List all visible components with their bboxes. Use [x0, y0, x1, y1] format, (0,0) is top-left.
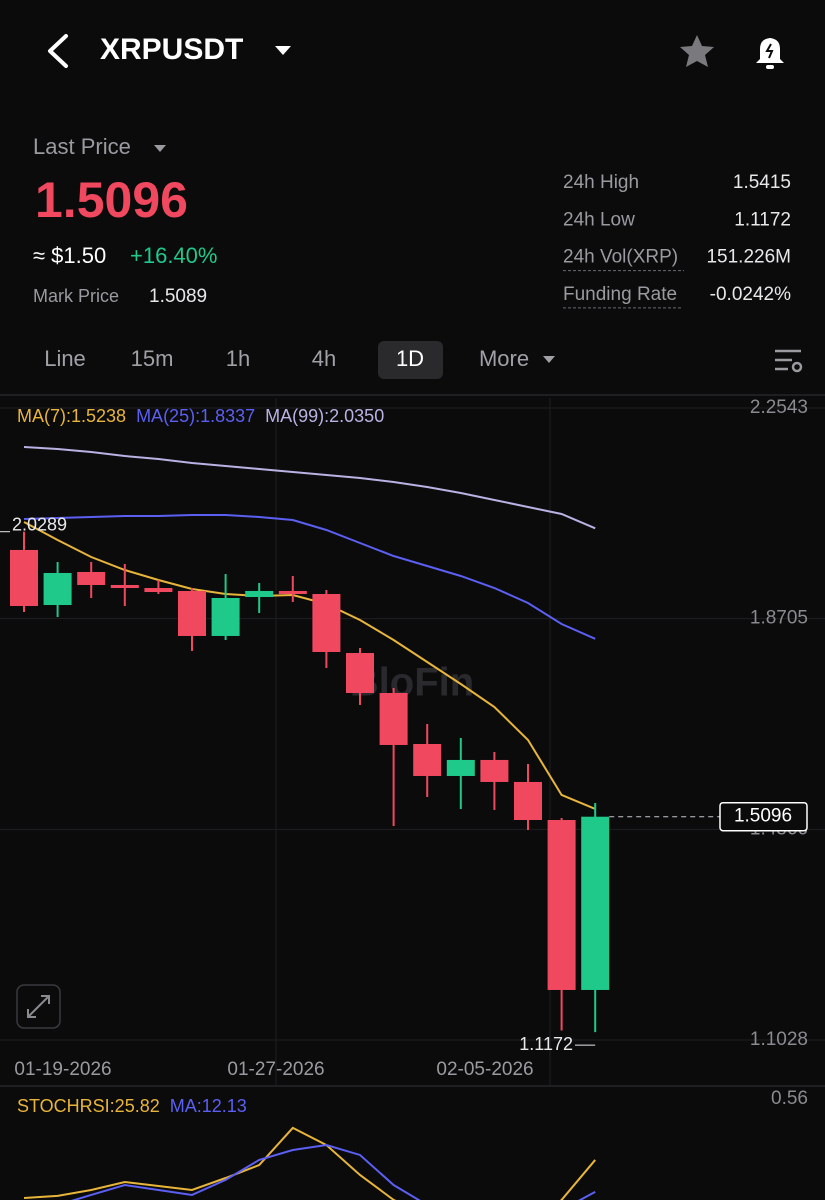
candle-body: [581, 816, 610, 990]
ma-line: [23, 514, 596, 640]
candle-body: [10, 549, 38, 607]
candle-body: [178, 590, 206, 636]
candle-body: [110, 584, 139, 589]
interval-tab[interactable]: 1h: [226, 346, 250, 371]
candle-body: [312, 593, 341, 653]
candle-body: [446, 759, 475, 776]
x-tick-label: 01-27-2026: [227, 1059, 324, 1080]
x-tick-label: 02-05-2026: [436, 1059, 533, 1080]
max-label: 2.0289: [12, 514, 67, 534]
legend-entry: MA(7):1.5238: [17, 406, 126, 426]
indicator-legend: STOCHRSI:25.82: [17, 1096, 160, 1116]
indicator-axis-label: 0.56: [771, 1088, 808, 1109]
plot: [10, 446, 610, 1033]
symbol-dropdown[interactable]: [275, 46, 291, 55]
candle-body: [514, 781, 542, 821]
fullscreen-button[interactable]: [16, 984, 61, 1029]
interval-tab[interactable]: 1D: [396, 346, 424, 371]
legend-entry: MA(99):2.0350: [265, 406, 384, 426]
candle-body: [346, 652, 374, 694]
candle-body: [144, 588, 173, 593]
candle-body: [43, 572, 72, 606]
chart-settings[interactable]: [775, 349, 803, 373]
stat-label: 24h High: [563, 172, 639, 193]
price-tag-label: 1.5096: [734, 806, 792, 827]
stat-label: 24h Vol(XRP): [563, 247, 678, 268]
ma-line: [23, 1126, 596, 1200]
indicator-plot: [23, 1126, 596, 1200]
stat-value: 151.226M: [706, 247, 791, 268]
favorite-star[interactable]: [680, 35, 714, 67]
price-change: +16.40%: [130, 243, 217, 268]
ma-line: [70, 1144, 596, 1200]
mark-price-label: Mark Price: [33, 286, 119, 306]
ma-line: [23, 446, 596, 530]
ma-line: [23, 521, 596, 810]
interval-tab[interactable]: 15m: [131, 346, 174, 371]
active-tab-bg: [378, 341, 443, 379]
x-tick-label: 01-19-2026: [14, 1059, 111, 1080]
y-tick-label: 1.8705: [750, 608, 808, 629]
candle-body: [245, 590, 274, 598]
candle-body: [480, 759, 509, 782]
usd-price: ≈ $1.50: [33, 243, 106, 268]
y-tick-label: 1.1028: [750, 1029, 808, 1050]
price-tag: [719, 801, 808, 832]
stat-label: Funding Rate: [563, 284, 677, 305]
stat-value: -0.0242%: [710, 284, 791, 305]
stat-label: 24h Low: [563, 209, 635, 230]
last-price: 1.5096: [35, 172, 188, 228]
candle-body: [547, 820, 576, 990]
back-button[interactable]: [48, 34, 68, 68]
interval-tab[interactable]: 4h: [312, 346, 336, 371]
candle-body: [211, 597, 240, 636]
candle-body: [278, 590, 307, 594]
dropdown-caret: [543, 356, 555, 363]
candle-body: [77, 571, 106, 585]
min-label: 1.1172: [519, 1034, 573, 1054]
stat-value: 1.5415: [733, 172, 791, 193]
dropdown-caret: [154, 145, 166, 152]
candle-body: [379, 693, 408, 745]
mark-price: 1.5089: [149, 286, 207, 307]
last-price-label[interactable]: Last Price: [33, 134, 131, 159]
interval-tab[interactable]: More: [479, 346, 529, 371]
symbol[interactable]: XRPUSDT: [100, 33, 243, 66]
y-tick-label: 2.2543: [750, 397, 808, 418]
legend-entry: MA(25):1.8337: [136, 406, 255, 426]
stat-value: 1.1172: [734, 209, 791, 230]
candle-body: [413, 743, 442, 776]
indicator-legend: MA:12.13: [170, 1096, 247, 1116]
interval-tab[interactable]: Line: [44, 346, 86, 371]
alert-bell[interactable]: [756, 38, 784, 69]
